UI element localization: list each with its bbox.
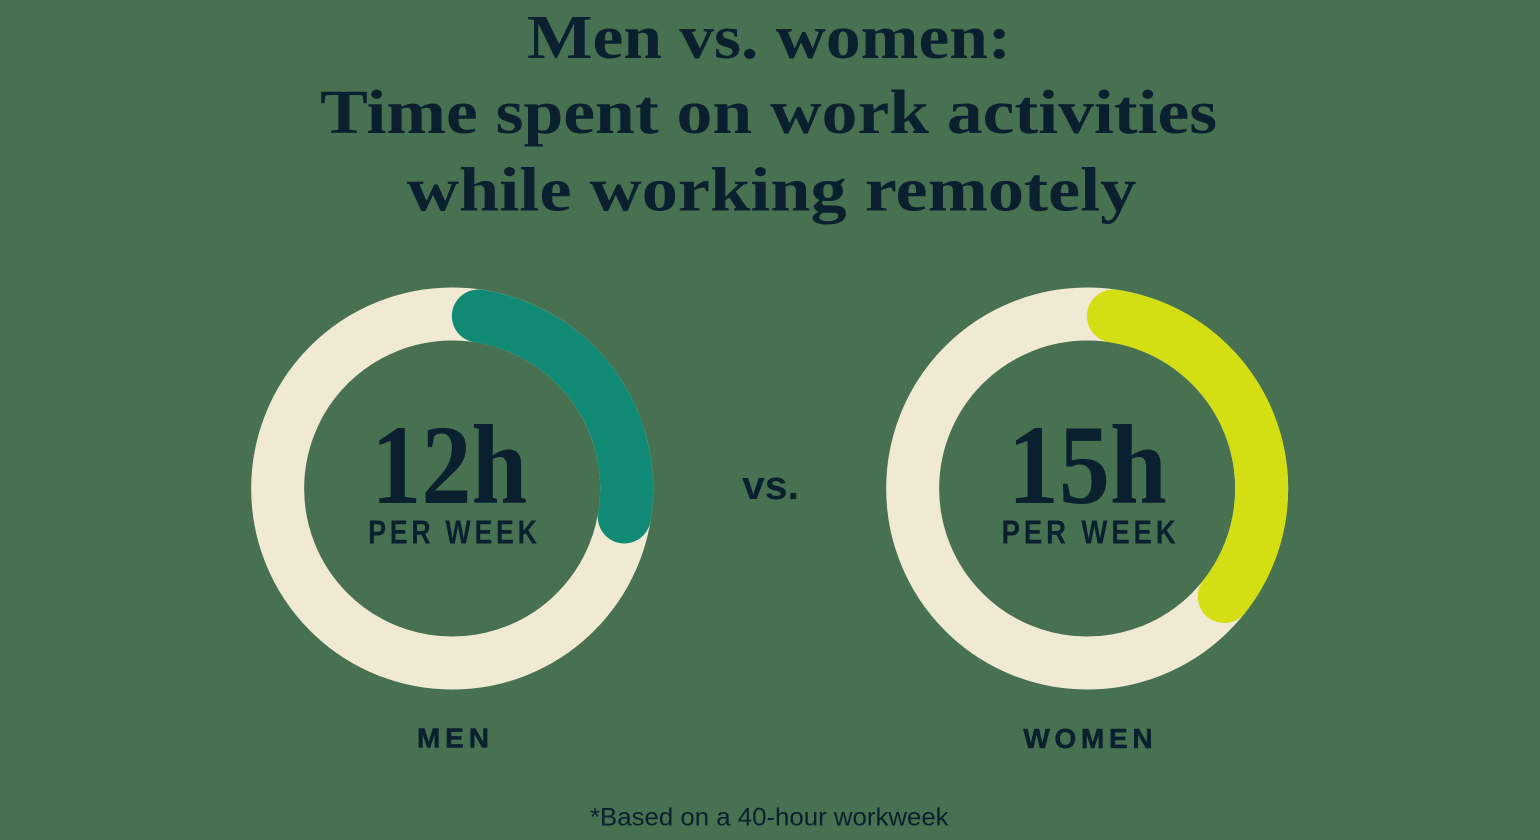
- svg-text:PER WEEK: PER WEEK: [1002, 515, 1180, 552]
- svg-text:vs.: vs.: [742, 464, 799, 508]
- svg-text:WOMEN: WOMEN: [1023, 723, 1157, 754]
- svg-text:12h: 12h: [371, 403, 527, 528]
- svg-text:MEN: MEN: [417, 723, 494, 754]
- svg-text:Time spent on work activities: Time spent on work activities: [320, 77, 1217, 147]
- svg-text:Men vs. women:: Men vs. women:: [527, 2, 1011, 72]
- svg-text:PER WEEK: PER WEEK: [368, 515, 541, 552]
- svg-text:15h: 15h: [1008, 403, 1167, 528]
- svg-text:while working remotely: while working remotely: [407, 155, 1137, 225]
- svg-text:*Based on a 40-hour workweek: *Based on a 40-hour workweek: [590, 804, 949, 832]
